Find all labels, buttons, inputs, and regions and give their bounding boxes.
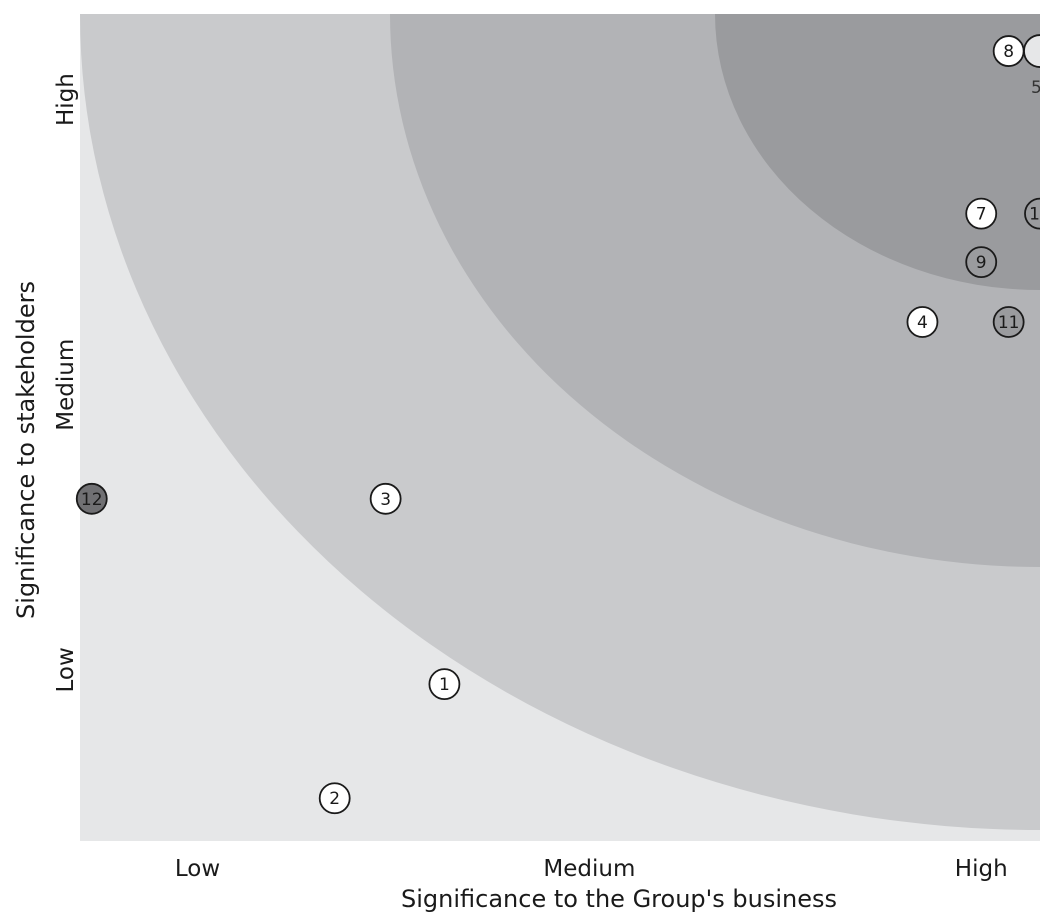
point-label: 7 [976,205,987,225]
point-marker [75,482,108,515]
significance-bands [80,14,1040,830]
x-axis-ticks: Low Medium High [175,856,1008,882]
point-label: 8 [1003,42,1014,62]
point-8: 8 [992,35,1025,67]
point-marker [428,668,461,701]
point-label: 1 [439,675,450,695]
x-tick-medium: Medium [543,856,635,882]
point-marker [992,306,1025,338]
point-label: 2 [329,789,340,809]
point-4: 4 [906,306,939,338]
y-axis-ticks: Low Medium High [53,73,79,692]
point-marker [965,246,998,279]
band-level-4 [715,14,1040,290]
point-label: 3 [380,490,391,510]
point-label: 10 [1029,205,1040,225]
point-1: 1 [428,668,461,701]
x-tick-low: Low [175,856,220,882]
point-label: 11 [998,313,1020,333]
point-10: 10 [1024,197,1040,230]
point-label: 4 [917,313,928,333]
point-9: 9 [965,246,998,279]
point-label: 12 [81,490,103,510]
point-3: 3 [369,482,402,515]
point-7: 7 [965,197,998,230]
y-axis-title: Significance to stakeholders [12,281,40,619]
point-marker [992,35,1025,67]
point-marker [318,782,351,815]
point-marker [369,482,402,515]
x-axis-title: Significance to the Group's business [401,885,837,913]
y-tick-medium: Medium [53,339,79,431]
y-tick-high: High [53,73,79,126]
point-2: 2 [318,782,351,815]
point-marker [965,197,998,230]
point-marker [1024,197,1040,230]
point-note: 5,6 [1031,78,1040,98]
point-label: 9 [976,253,987,273]
point-11: 11 [992,306,1025,338]
x-tick-high: High [955,856,1008,882]
point-marker [906,306,939,338]
y-tick-low: Low [53,647,79,692]
point-12: 12 [75,482,108,515]
